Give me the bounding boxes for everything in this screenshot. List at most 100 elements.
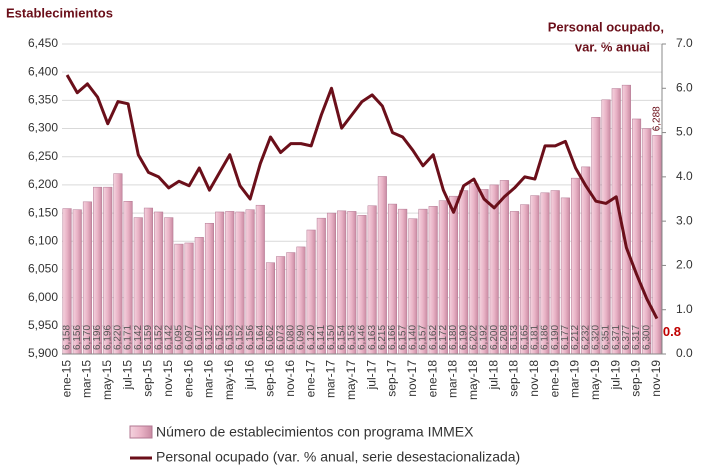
line-value-label: 0.8 — [663, 324, 681, 339]
bar-value-label: 6,156 — [245, 325, 256, 350]
legend-label: Número de establecimientos con programa … — [156, 424, 474, 440]
bar-value-label: 6,156 — [72, 325, 83, 350]
x-tick-label: nov-18 — [527, 360, 541, 397]
y2-tick-label: 1.0 — [676, 302, 693, 316]
x-tick-label: may-18 — [466, 360, 480, 400]
bar-value-label: 6,107 — [194, 325, 205, 350]
x-tick-label: ene-19 — [547, 360, 561, 398]
bar-value-label: 6,190 — [550, 325, 561, 350]
bar-value-label: 6,180 — [448, 325, 459, 350]
bar-value-label: 6,377 — [621, 325, 632, 350]
y-tick-label: 6,250 — [28, 149, 58, 163]
bar-value-label: 6,190 — [458, 325, 469, 350]
x-tick-label: ene-17 — [303, 360, 317, 398]
y-tick-label: 6,100 — [28, 233, 58, 247]
bar-value-label: 6,140 — [407, 325, 418, 350]
x-tick-label: mar-17 — [324, 360, 338, 398]
x-tick-label: ene-16 — [181, 360, 195, 398]
bar-value-label: 6,062 — [265, 325, 276, 350]
x-tick-label: nov-16 — [283, 360, 297, 397]
y2-tick-label: 0.0 — [676, 346, 693, 360]
x-tick-label: sep-15 — [141, 360, 155, 397]
y2-tick-label: 5.0 — [676, 125, 693, 139]
y-tick-label: 6,000 — [28, 290, 58, 304]
y-tick-label: 6,200 — [28, 177, 58, 191]
y2-tick-label: 7.0 — [676, 36, 693, 50]
bar-value-label: 6,097 — [184, 325, 195, 350]
x-tick-label: jul-17 — [364, 360, 378, 391]
y-tick-label: 6,300 — [28, 121, 58, 135]
bar-value-label: 6,120 — [306, 325, 317, 350]
bar-value-label: 6,208 — [499, 325, 510, 350]
bar — [611, 88, 621, 355]
x-tick-label: jul-19 — [608, 360, 622, 391]
x-tick-label: sep-16 — [263, 360, 277, 397]
y-tick-label: 6,050 — [28, 262, 58, 276]
bar — [642, 128, 652, 355]
bar — [601, 99, 611, 355]
bar-value-label: 6,157 — [418, 325, 429, 350]
bar-value-label: 6,317 — [631, 325, 642, 350]
bar-value-label: 6,132 — [204, 325, 215, 350]
x-tick-label: ene-18 — [425, 360, 439, 398]
bar-value-label: 6,073 — [275, 325, 286, 350]
x-tick-label: sep-17 — [385, 360, 399, 397]
y-tick-label: 6,350 — [28, 93, 58, 107]
bar-value-label: 6,154 — [336, 325, 347, 350]
y2-tick-label: 2.0 — [676, 258, 693, 272]
bar-value-label: 6,288 — [652, 106, 663, 131]
x-tick-label: sep-19 — [629, 360, 643, 397]
bar-value-label: 6,202 — [469, 325, 480, 350]
bar-value-label: 6,080 — [285, 325, 296, 350]
bar-value-label: 6,152 — [153, 325, 164, 350]
x-tick-label: mar-18 — [446, 360, 460, 398]
y-tick-label: 5,950 — [28, 318, 58, 332]
bar-value-label: 6,150 — [326, 325, 337, 350]
bar-value-label: 6,163 — [367, 325, 378, 350]
y-tick-label: 6,450 — [28, 36, 58, 50]
bar-value-label: 6,153 — [509, 325, 520, 350]
bar-value-label: 6,192 — [479, 325, 490, 350]
bar-value-label: 6,215 — [377, 325, 388, 350]
bar-value-label: 6,371 — [611, 325, 622, 350]
bar-value-label: 6,152 — [214, 325, 225, 350]
bar-value-label: 6,142 — [163, 325, 174, 350]
y2-tick-label: 6.0 — [676, 80, 693, 94]
x-tick-label: may-15 — [100, 360, 114, 400]
x-tick-label: mar-16 — [202, 360, 216, 398]
bar-value-label: 6,157 — [397, 325, 408, 350]
bar-value-label: 6,186 — [540, 325, 551, 350]
x-tick-label: nov-15 — [161, 360, 175, 397]
bar-value-label: 6,172 — [438, 325, 449, 350]
y-tick-label: 6,150 — [28, 205, 58, 219]
bar — [621, 84, 631, 355]
x-tick-label: jul-16 — [242, 360, 256, 391]
bar — [652, 135, 662, 355]
bar-value-label: 6,181 — [530, 325, 541, 350]
x-tick-label: mar-15 — [80, 360, 94, 398]
y-tick-label: 5,900 — [28, 346, 58, 360]
y2-tick-label: 4.0 — [676, 169, 693, 183]
x-tick-label: may-17 — [344, 360, 358, 400]
bar-value-label: 6,153 — [224, 325, 235, 350]
bar-value-label: 6,320 — [591, 325, 602, 350]
y2-axis-title: Personal ocupado, — [548, 19, 664, 34]
x-tick-label: sep-18 — [507, 360, 521, 397]
bar-value-label: 6,159 — [143, 325, 154, 350]
bar-value-label: 6,165 — [519, 325, 530, 350]
x-tick-label: jul-15 — [120, 360, 134, 391]
bar — [591, 117, 601, 355]
y2-tick-label: 3.0 — [676, 213, 693, 227]
bar — [632, 118, 642, 355]
x-tick-label: may-19 — [588, 360, 602, 400]
bar-value-label: 6,146 — [357, 325, 368, 350]
x-tick-label: ene-15 — [59, 360, 73, 398]
bar-value-label: 6,196 — [102, 325, 113, 350]
bar-value-label: 6,090 — [296, 325, 307, 350]
bar-value-label: 6,300 — [641, 325, 652, 350]
bar-value-label: 6,220 — [113, 325, 124, 350]
x-tick-label: nov-19 — [649, 360, 663, 397]
bar-value-label: 6,177 — [560, 325, 571, 350]
bar-value-label: 6,152 — [235, 325, 246, 350]
